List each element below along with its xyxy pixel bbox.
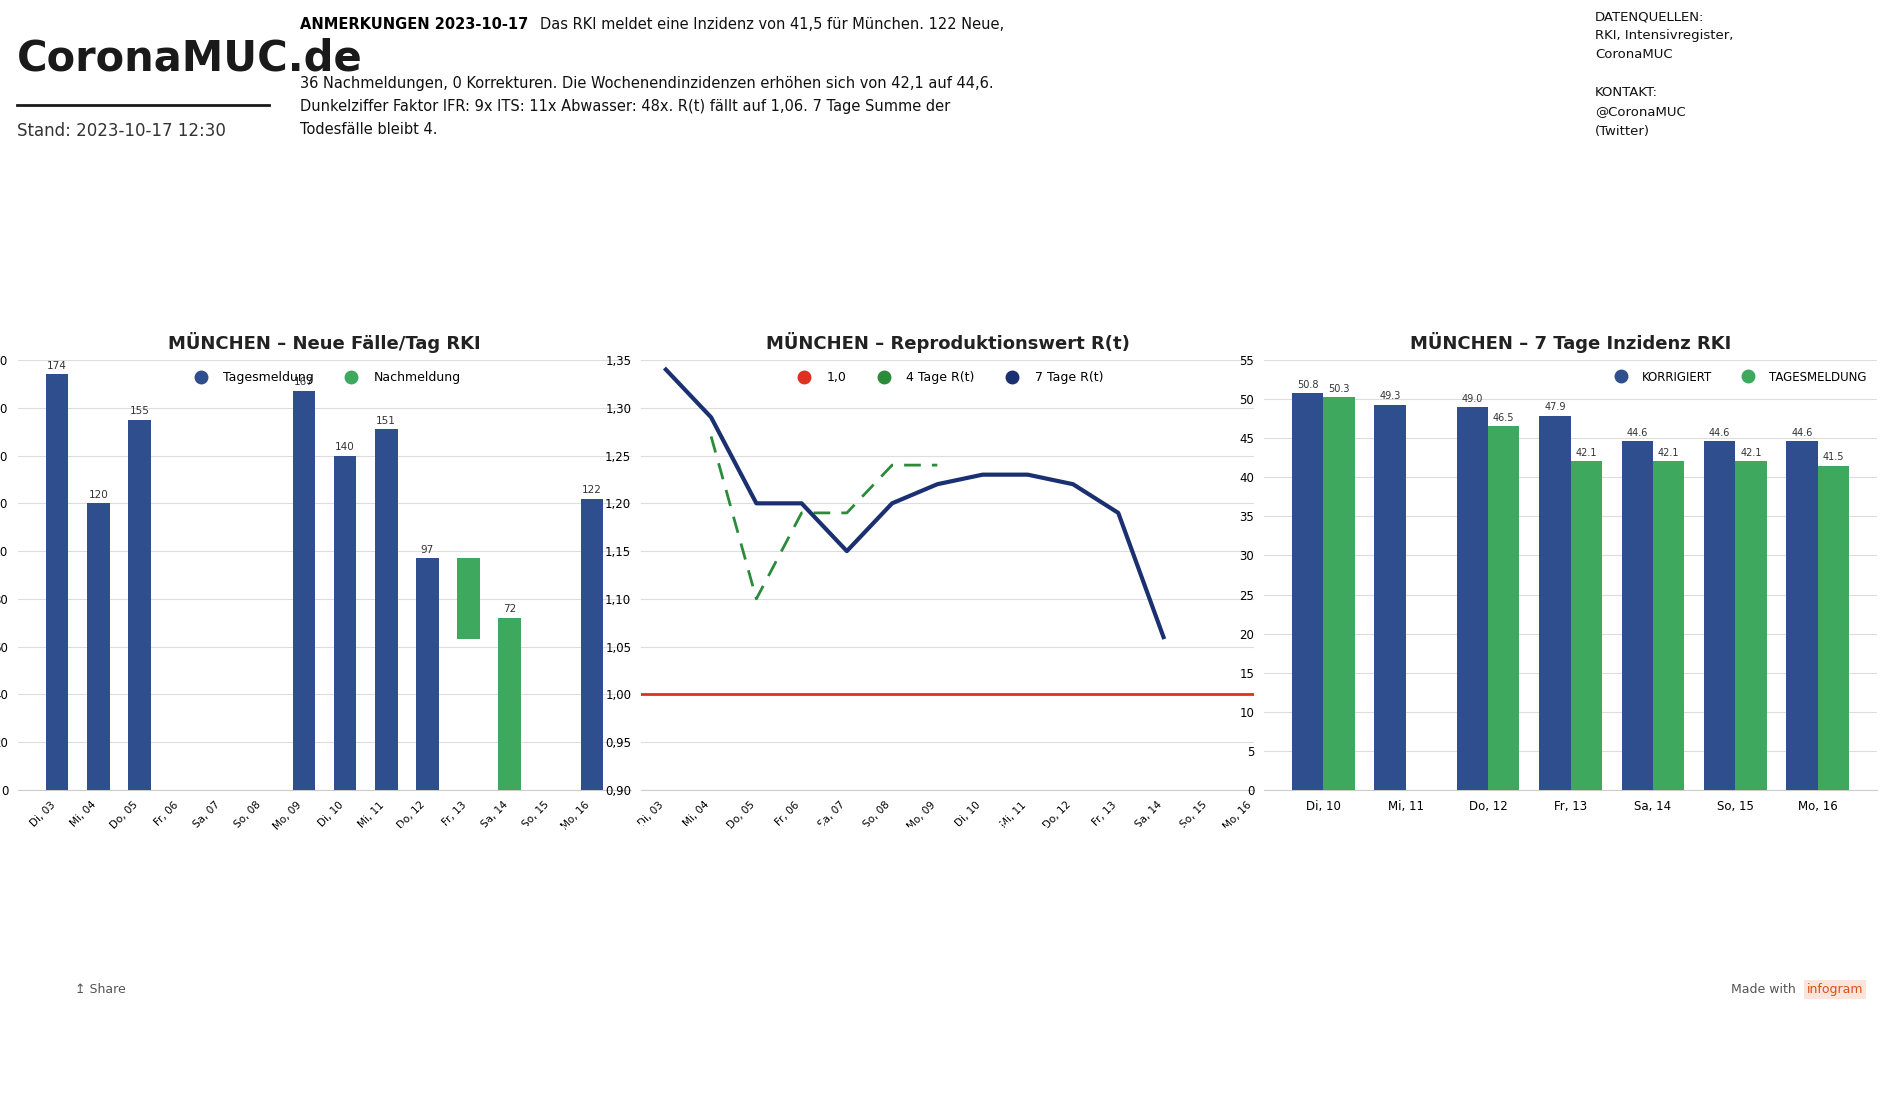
Bar [1570, 461, 1602, 790]
Text: 42.1: 42.1 [1658, 448, 1679, 458]
Text: 72: 72 [502, 605, 516, 615]
Bar [1703, 441, 1735, 790]
Text: 120: 120 [88, 490, 107, 500]
Bar [45, 374, 68, 790]
Title: MÜNCHEN – 7 Tage Inzidenz RKI: MÜNCHEN – 7 Tage Inzidenz RKI [1410, 331, 1731, 353]
Bar [128, 420, 151, 790]
Text: 167: 167 [294, 377, 314, 387]
Text: 122: 122 [582, 485, 602, 496]
Bar [375, 430, 397, 790]
Text: 1,06 ▼: 1,06 ▼ [1342, 266, 1481, 304]
Bar [1622, 441, 1652, 790]
Bar [1786, 441, 1818, 790]
Text: Täglich: Täglich [1391, 331, 1432, 345]
Text: Quelle: CoronaMUC: Quelle: CoronaMUC [1353, 324, 1468, 336]
Bar [1291, 393, 1323, 790]
Text: 49.3: 49.3 [1380, 392, 1400, 402]
Bar [457, 558, 480, 639]
Text: Das RKI meldet eine Inzidenz von 41,5 für München. 122 Neue,: Das RKI meldet eine Inzidenz von 41,5 fü… [540, 17, 1005, 31]
Text: 47.9: 47.9 [1543, 403, 1566, 413]
Text: 44.6: 44.6 [1709, 429, 1730, 439]
Text: 9/11/48: 9/11/48 [1016, 266, 1180, 304]
Text: 46.5: 46.5 [1492, 413, 1515, 423]
Bar [1457, 407, 1489, 790]
Title: MÜNCHEN – Reproduktionswert R(t): MÜNCHEN – Reproduktionswert R(t) [766, 331, 1129, 353]
Bar [1489, 426, 1519, 790]
Text: IFR/ITS/Abwasser basiert: IFR/ITS/Abwasser basiert [1024, 324, 1171, 336]
Text: 21: 21 [694, 266, 749, 304]
Text: 34: 34 [461, 594, 476, 604]
Text: 155: 155 [130, 406, 149, 416]
Text: INZIDENZ RKI: INZIDENZ RKI [1679, 219, 1769, 232]
Bar [87, 503, 109, 790]
Title: MÜNCHEN – Neue Fälle/Tag RKI: MÜNCHEN – Neue Fälle/Tag RKI [167, 331, 480, 353]
Text: VERÄNDERUNG: VERÄNDERUNG [804, 324, 890, 333]
Text: ↥ Share: ↥ Share [75, 983, 126, 995]
Text: Stand: 2023-10-17 12:30: Stand: 2023-10-17 12:30 [17, 122, 226, 140]
Text: BESTÄTIGTE FÄLLE: BESTÄTIGTE FÄLLE [96, 219, 216, 232]
Text: infogram: infogram [1807, 983, 1863, 995]
Text: 174: 174 [47, 360, 68, 371]
Text: 50.3: 50.3 [1329, 384, 1349, 394]
Text: +5: +5 [817, 266, 875, 304]
Text: Täglich: Täglich [1077, 331, 1118, 345]
Text: CoronaMUC.de: CoronaMUC.de [17, 38, 363, 80]
Bar [499, 618, 521, 790]
Bar [1323, 397, 1355, 790]
Bar [1735, 461, 1767, 790]
Text: DUNKELZIFFER FAKTOR: DUNKELZIFFER FAKTOR [1020, 219, 1176, 232]
Text: 42.1: 42.1 [1575, 448, 1598, 458]
Bar [333, 455, 356, 790]
Bar [580, 499, 602, 790]
Text: ANMERKUNGEN 2023-10-17: ANMERKUNGEN 2023-10-17 [299, 17, 527, 31]
Text: 41.5: 41.5 [1824, 452, 1844, 462]
Text: +158: +158 [100, 266, 213, 304]
Text: Di–Sa.*: Di–Sa.* [1703, 324, 1746, 336]
Text: REPRODUKTIONSWERT: REPRODUKTIONSWERT [1334, 219, 1487, 232]
Text: 41,5: 41,5 [1677, 266, 1773, 304]
Text: Di–Sa.*: Di–Sa.* [136, 331, 177, 345]
Text: Made with: Made with [1731, 983, 1795, 995]
Bar [1652, 461, 1684, 790]
Text: Täglich: Täglich [762, 331, 804, 345]
Text: 50.8: 50.8 [1297, 379, 1317, 389]
Text: 151: 151 [376, 415, 395, 425]
Bar [292, 391, 316, 790]
Text: 44.6: 44.6 [1792, 429, 1812, 439]
Bar [1374, 405, 1406, 790]
Bar [1539, 415, 1570, 790]
Text: Di–Sa.*: Di–Sa.* [448, 331, 491, 345]
Text: +0: +0 [440, 266, 501, 304]
Text: DATENQUELLEN:
RKI, Intensivregister,
CoronaMUC

KONTAKT:
@CoronaMUC
(Twitter): DATENQUELLEN: RKI, Intensivregister, Cor… [1596, 10, 1733, 137]
Legend: Tagesmeldung, Nachmeldung: Tagesmeldung, Nachmeldung [183, 366, 467, 389]
Text: 36 Nachmeldungen, 0 Korrekturen. Die Wochenendinzidenzen erhöhen sich von 42,1 a: 36 Nachmeldungen, 0 Korrekturen. Die Woc… [299, 76, 994, 137]
Text: Gesamt: 2.659: Gesamt: 2.659 [427, 324, 514, 336]
Legend: KORRIGIERT, TAGESMELDUNG: KORRIGIERT, TAGESMELDUNG [1603, 366, 1871, 388]
Text: MÜNCHEN: MÜNCHEN [693, 324, 749, 333]
Bar [416, 558, 439, 790]
Text: 140: 140 [335, 442, 356, 452]
Text: * RKI Zahlen zu Inzidenz, Fallzahlen, Nachmeldungen und Todesfällen: Dienstag bi: * RKI Zahlen zu Inzidenz, Fallzahlen, Na… [401, 821, 1481, 839]
Text: TODESFÄLLE: TODESFÄLLE [429, 219, 512, 232]
Text: Gesamt: 724.586: Gesamt: 724.586 [105, 324, 207, 336]
Text: 97: 97 [422, 545, 435, 555]
Text: 49.0: 49.0 [1462, 394, 1483, 404]
Bar [1818, 465, 1850, 790]
Legend: 1,0, 4 Tage R(t), 7 Tage R(t): 1,0, 4 Tage R(t), 7 Tage R(t) [787, 366, 1108, 389]
Text: INTENSIVBETTENBELEGUNG: INTENSIVBETTENBELEGUNG [691, 219, 877, 232]
Text: 42.1: 42.1 [1741, 448, 1762, 458]
Text: 44.6: 44.6 [1626, 429, 1649, 439]
